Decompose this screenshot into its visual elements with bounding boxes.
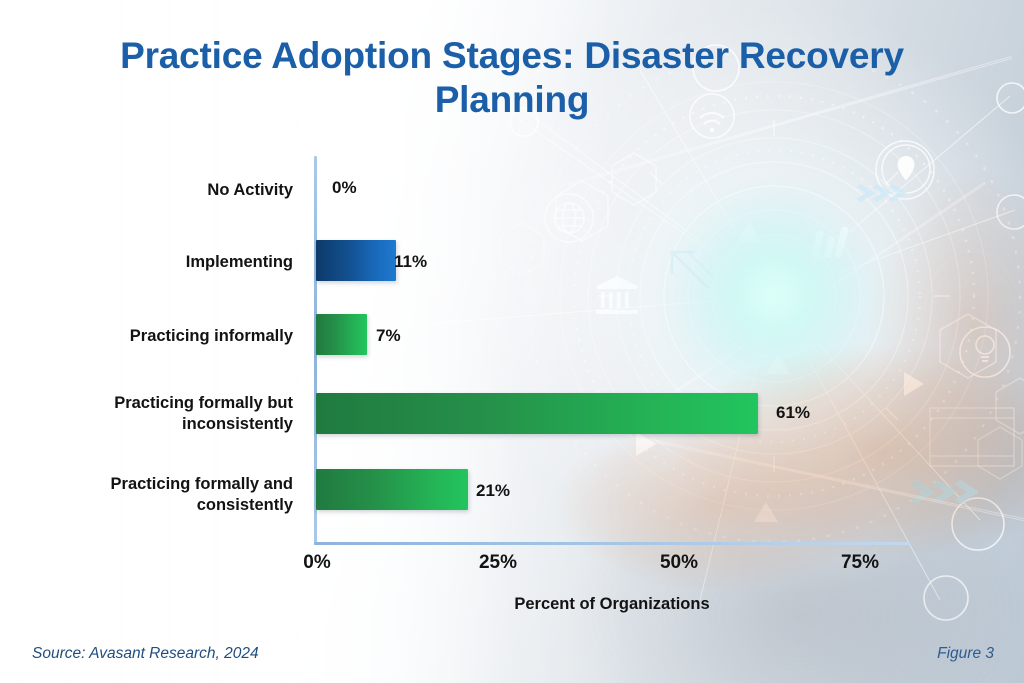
x-tick-25: 25% (478, 552, 518, 573)
x-tick-50: 50% (659, 552, 699, 573)
bar-practicing-formally-inconsistent[interactable] (316, 393, 758, 434)
value-label-practicing-formally-consistent: 21% (476, 481, 511, 500)
category-label-no-activity: No Activity (207, 181, 293, 199)
bar-practicing-formally-consistent[interactable] (316, 469, 468, 510)
value-label-practicing-formally-inconsistent: 61% (776, 403, 811, 422)
category-label-implementing: Implementing (185, 253, 293, 271)
y-axis-line (314, 156, 317, 545)
value-label-no-activity: 0% (332, 178, 357, 197)
bar-practicing-informally[interactable] (316, 314, 367, 355)
bar-implementing[interactable] (316, 240, 396, 281)
category-label-practicing-formally-consistent: Practicing formally and consistently (110, 475, 293, 515)
category-label-practicing-informally: Practicing informally (129, 327, 293, 345)
value-label-practicing-informally: 7% (376, 326, 401, 345)
category-label-practicing-formally-inconsistent: Practicing formally but inconsistently (114, 394, 293, 434)
source-note: Source: Avasant Research, 2024 (32, 645, 259, 662)
x-tick-75: 75% (840, 552, 880, 573)
x-axis-line (314, 542, 910, 545)
x-axis-title: Percent of Organizations (514, 595, 710, 613)
x-tick-0: 0% (303, 552, 331, 573)
value-label-implementing: 11% (394, 252, 428, 271)
figure-label: Figure 3 (937, 645, 994, 662)
page-title: Practice Adoption Stages: Disaster Recov… (120, 35, 904, 120)
